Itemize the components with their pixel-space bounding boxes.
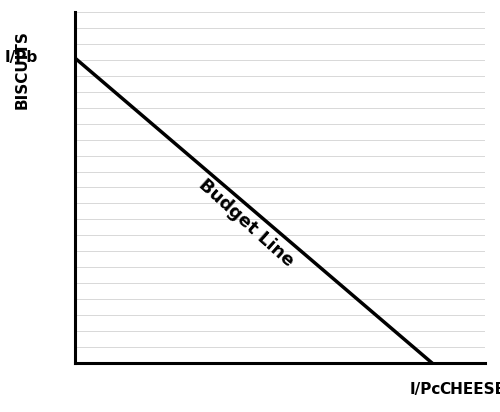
Text: CHEESE: CHEESE bbox=[440, 382, 500, 397]
Text: BISCUITS: BISCUITS bbox=[14, 30, 29, 109]
Text: Budget Line: Budget Line bbox=[195, 175, 298, 270]
Text: I/Pc: I/Pc bbox=[410, 382, 441, 397]
Text: I/Pb: I/Pb bbox=[5, 50, 38, 66]
